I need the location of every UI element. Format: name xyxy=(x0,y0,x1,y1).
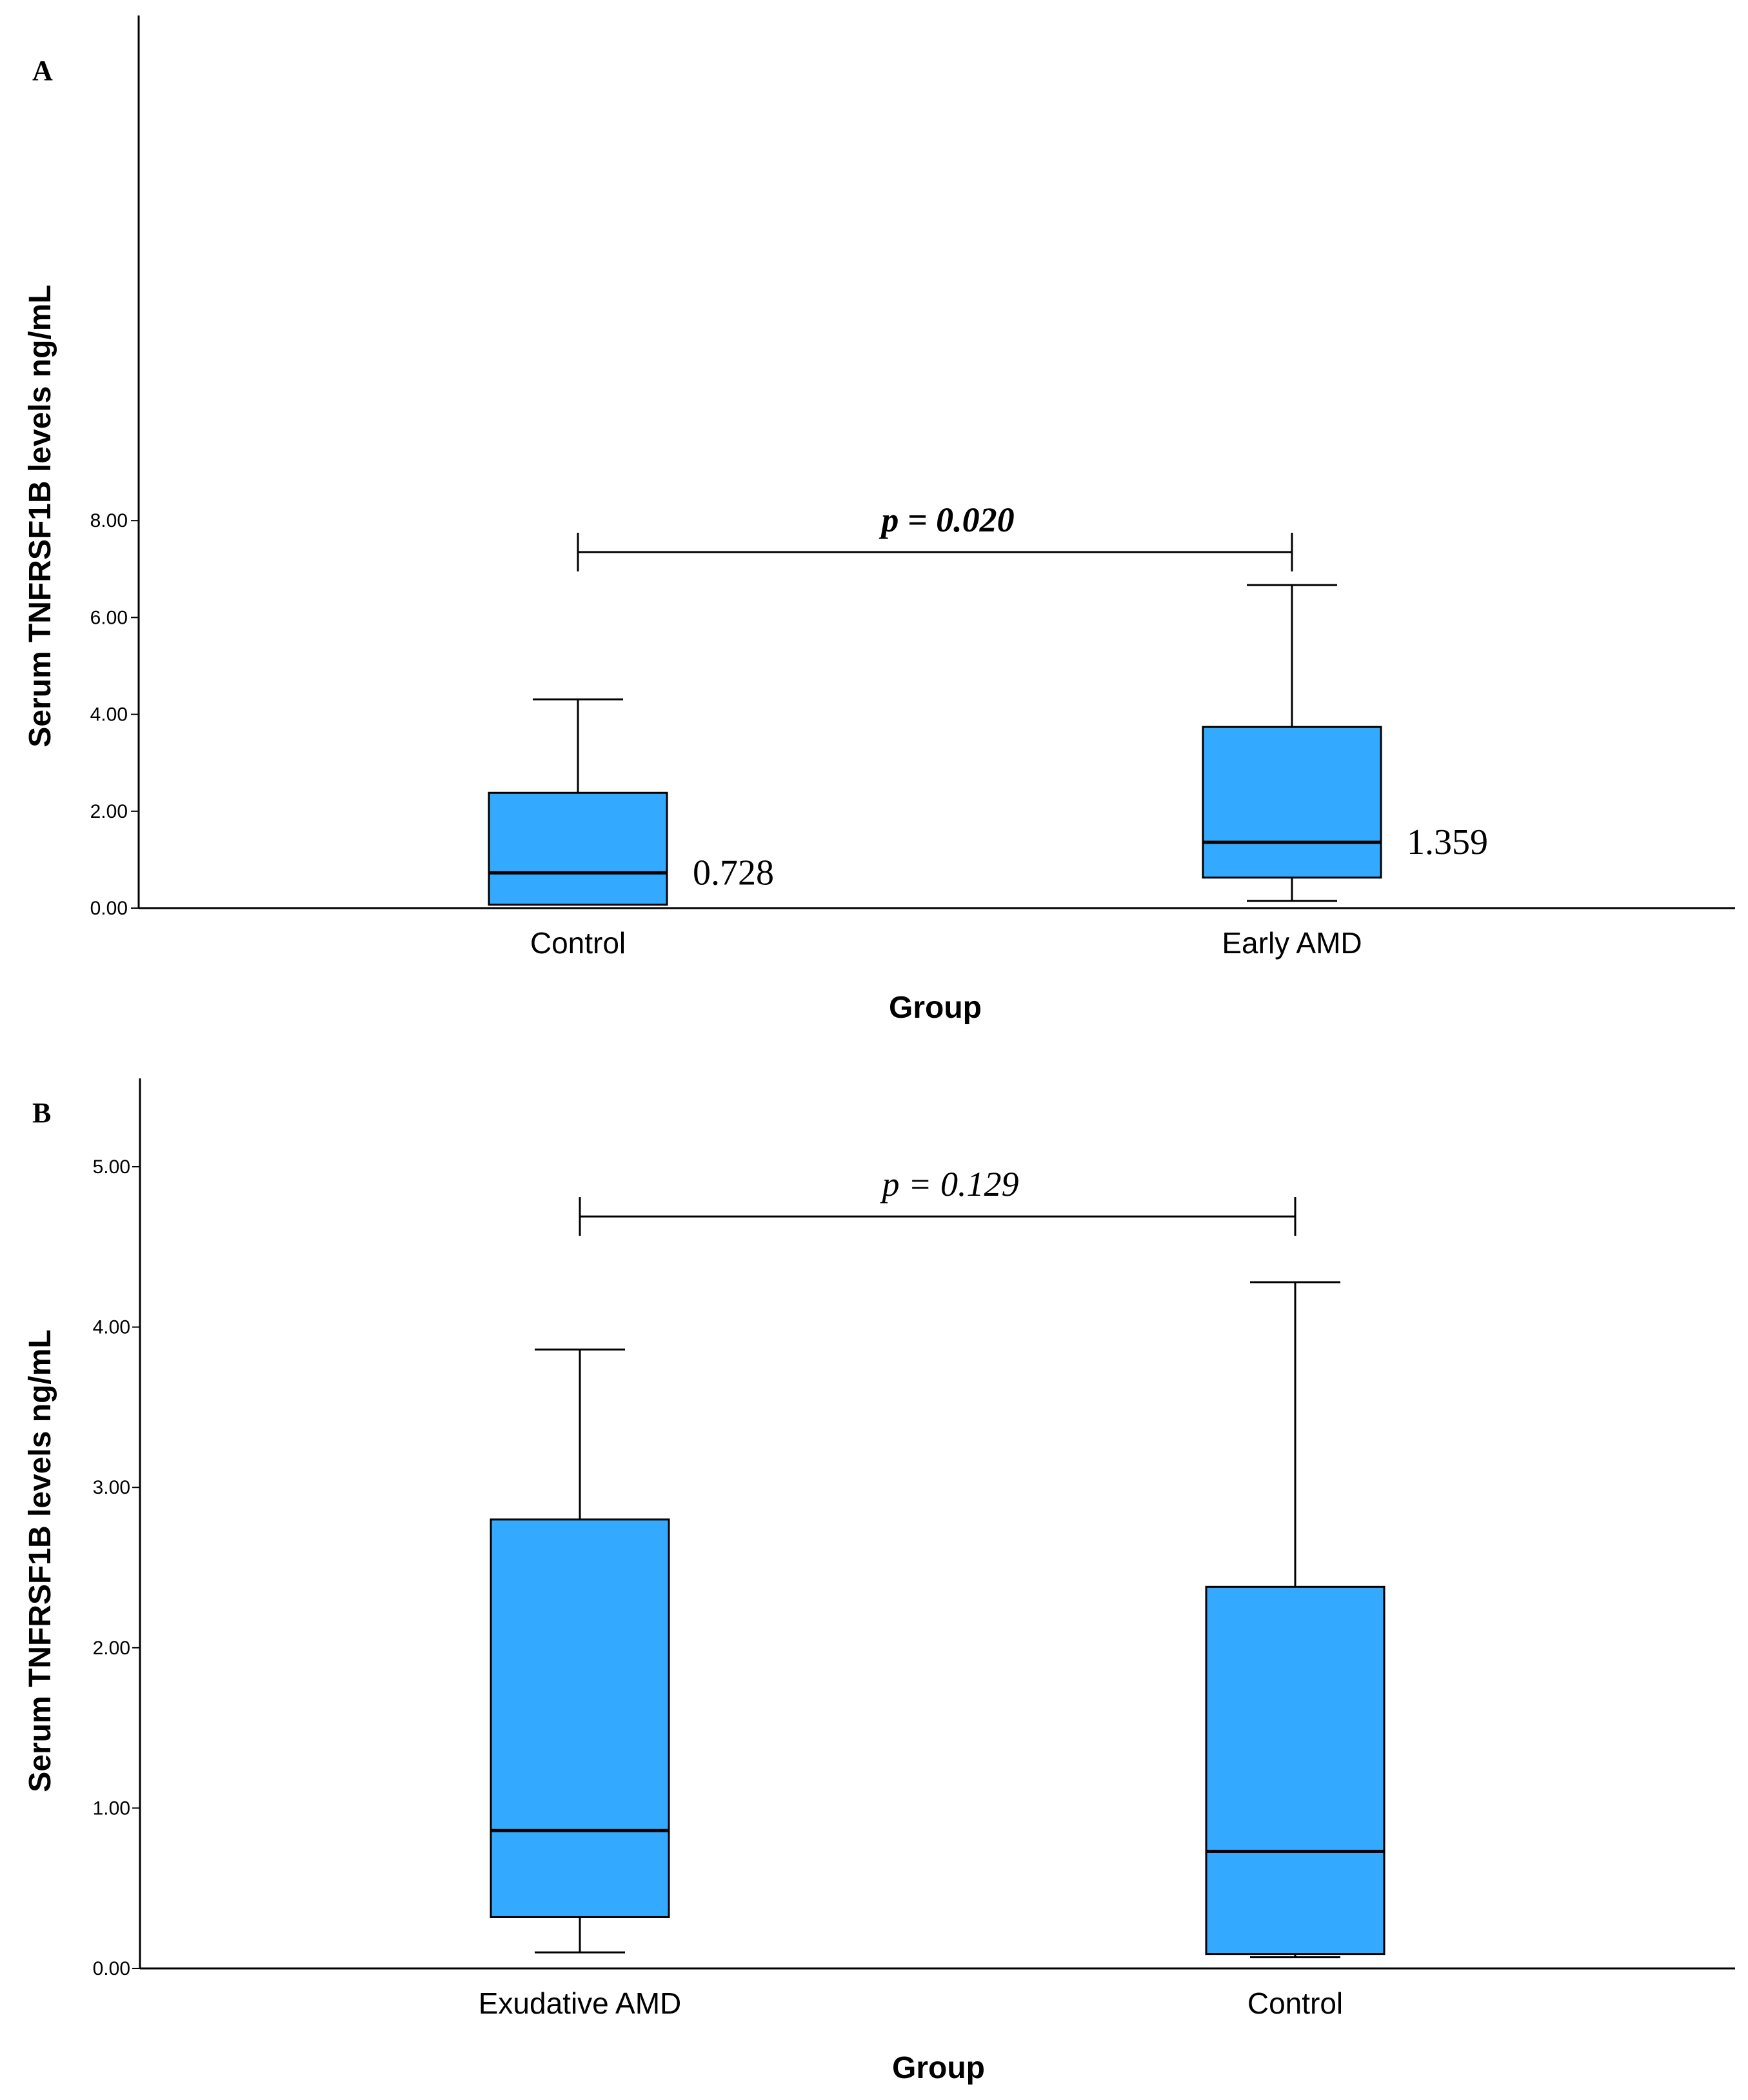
y-tick-label: 2.00 xyxy=(93,1638,130,1659)
y-tick-label: 6.00 xyxy=(90,607,128,628)
box-exudative-amd xyxy=(490,1348,670,1954)
box-control: 0.728 xyxy=(488,698,774,906)
significance-bracket: p = 0.129 xyxy=(579,1165,1296,1236)
x-axis-title: Group xyxy=(889,991,982,1025)
x-tick-label: Exudative AMD xyxy=(479,1986,681,2020)
iqr-box xyxy=(1205,1585,1385,1956)
y-axis-title: Serum TNFRSF1B levels ng/mL xyxy=(23,284,57,748)
x-tick-label: Control xyxy=(530,926,626,960)
iqr-box xyxy=(1202,726,1382,879)
y-tick-label: 4.00 xyxy=(90,704,128,726)
panel-label: B xyxy=(32,1097,51,1129)
significance-bracket: p = 0.020 xyxy=(577,500,1293,572)
y-tick-label: 0.00 xyxy=(90,898,128,919)
chart-panel-a: A Serum TNFRSF1B levels ng/mL Group 0.00… xyxy=(23,15,1735,1025)
chart-panel-b: B Serum TNFRSF1B levels ng/mL Group 0.00… xyxy=(23,1078,1735,2085)
median-value-label: 1.359 xyxy=(1407,822,1488,862)
iqr-box xyxy=(490,1518,670,1918)
y-tick-label: 5.00 xyxy=(93,1156,130,1178)
y-tick-label: 2.00 xyxy=(90,801,128,822)
x-axis-title: Group xyxy=(892,2051,985,2085)
y-tick-label: 8.00 xyxy=(90,510,128,531)
x-tick-label: Control xyxy=(1247,1986,1343,2020)
x-tick-label: Early AMD xyxy=(1222,926,1362,960)
y-tick-label: 1.00 xyxy=(93,1798,130,1819)
box-early-amd: 1.359 xyxy=(1202,584,1488,902)
box-control xyxy=(1205,1281,1385,1959)
iqr-box xyxy=(488,791,668,906)
p-value-label: p = 0.020 xyxy=(879,500,1014,539)
y-axis-title: Serum TNFRSF1B levels ng/mL xyxy=(23,1329,57,1792)
y-tick-label: 3.00 xyxy=(93,1477,130,1498)
y-tick-label: 0.00 xyxy=(93,1958,130,1979)
panel-label: A xyxy=(32,55,53,86)
p-value-label: p = 0.129 xyxy=(880,1165,1019,1204)
median-value-label: 0.728 xyxy=(693,853,774,893)
y-tick-label: 4.00 xyxy=(93,1317,130,1338)
